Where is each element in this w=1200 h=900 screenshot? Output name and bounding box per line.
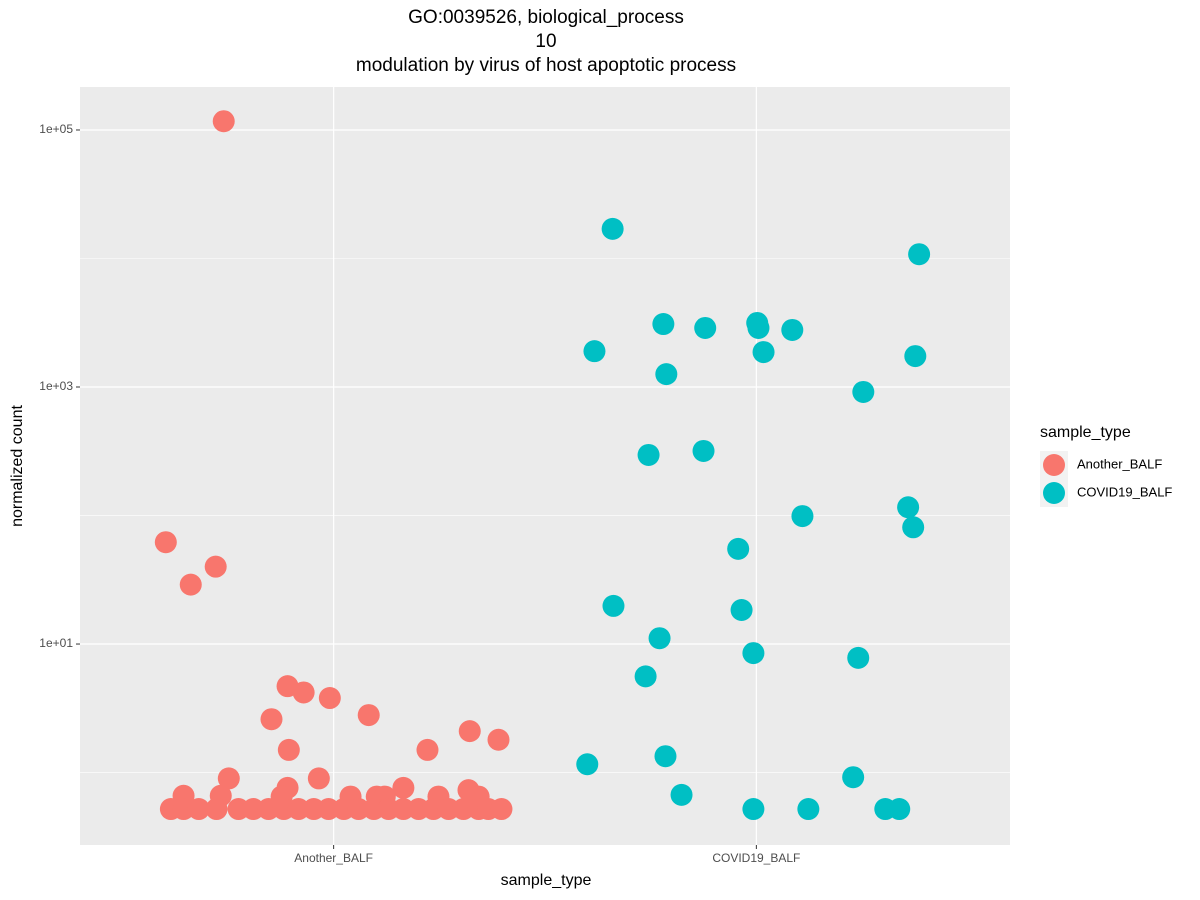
point [318, 687, 341, 710]
chart-title: 10 [535, 31, 556, 52]
point [583, 340, 606, 363]
point [652, 313, 675, 336]
point [260, 708, 283, 731]
point [654, 745, 677, 768]
point [602, 594, 625, 617]
point [217, 767, 240, 790]
chart-title: GO:0039526, biological_process [408, 7, 684, 28]
point [458, 720, 481, 743]
point [490, 798, 513, 821]
point [648, 627, 671, 650]
y-tick-label: 1e+05 [39, 122, 73, 136]
chart-title: modulation by virus of host apoptotic pr… [356, 55, 736, 76]
point [204, 555, 227, 578]
panel [80, 87, 1010, 845]
point [781, 318, 804, 341]
point [357, 704, 380, 727]
point [897, 496, 920, 519]
point [601, 217, 624, 240]
point [637, 443, 660, 466]
point [692, 439, 715, 462]
x-tick-label: COVID19_BALF [712, 851, 800, 865]
point [242, 798, 265, 821]
legend-label: COVID19_BALF [1077, 484, 1172, 499]
point [212, 110, 235, 133]
point [747, 316, 770, 339]
y-tick-label: 1e+03 [39, 379, 73, 393]
point [172, 798, 195, 821]
y-axis-label: normalized count [9, 405, 26, 527]
x-axis-label: sample_type [501, 872, 592, 889]
point [797, 798, 820, 821]
point [292, 681, 315, 704]
point [842, 766, 865, 789]
point [888, 798, 911, 821]
legend-label: Another_BALF [1077, 456, 1162, 471]
point [730, 598, 753, 621]
point [742, 798, 765, 821]
point [634, 665, 657, 688]
point [392, 798, 415, 821]
point [307, 767, 330, 790]
point [287, 798, 310, 821]
legend-swatch [1043, 454, 1065, 476]
legend-title: sample_type [1040, 424, 1131, 441]
point [902, 516, 925, 539]
point [904, 345, 927, 368]
legend-swatch [1043, 482, 1065, 504]
point [392, 776, 415, 799]
x-tick-label: Another_BALF [294, 851, 373, 865]
point [205, 798, 228, 821]
point [179, 573, 202, 596]
point [154, 531, 177, 554]
point [670, 783, 693, 806]
y-tick-label: 1e+01 [39, 636, 73, 650]
point [416, 738, 439, 761]
point [187, 798, 210, 821]
point [847, 646, 870, 669]
point [791, 505, 814, 528]
point [727, 537, 750, 560]
point [487, 728, 510, 751]
point [655, 363, 678, 386]
point [452, 798, 475, 821]
point [694, 316, 717, 339]
point [422, 798, 445, 821]
point [576, 753, 599, 776]
point [752, 341, 775, 364]
point [908, 243, 931, 266]
point [277, 738, 300, 761]
point [317, 798, 340, 821]
point [347, 798, 370, 821]
point [852, 380, 875, 403]
point [742, 642, 765, 665]
point [257, 798, 280, 821]
